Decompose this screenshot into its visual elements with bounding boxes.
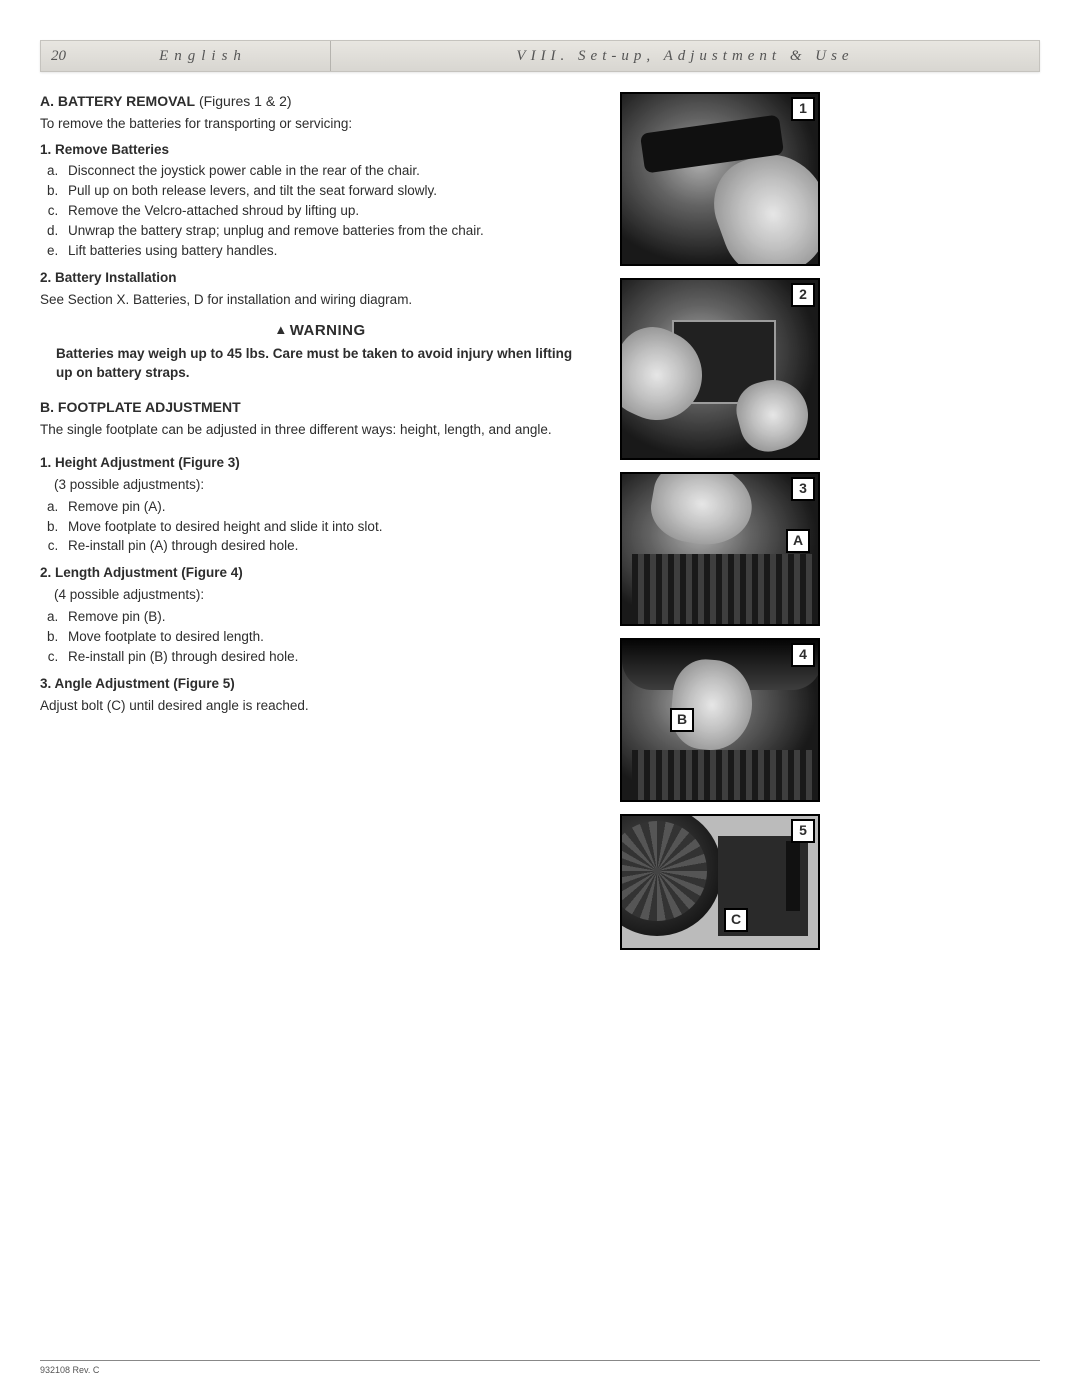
list-item: Remove pin (A). — [62, 498, 600, 517]
figure-1-image — [622, 94, 818, 264]
length-adj-list: Remove pin (B). Move footplate to desire… — [40, 608, 600, 667]
figure-column: 1 2 3 A — [620, 92, 820, 950]
angle-adj-heading: 3. Angle Adjustment (Figure 5) — [40, 675, 600, 694]
figure-number: 5 — [791, 819, 815, 843]
warning-text: Batteries may weigh up to 45 lbs. Care m… — [40, 345, 600, 383]
list-item: Unwrap the battery strap; unplug and rem… — [62, 222, 600, 241]
figure-number: 3 — [791, 477, 815, 501]
length-adj-intro: (4 possible adjustments): — [40, 586, 600, 605]
language-label: English — [106, 46, 330, 67]
chapter-title: VIII. Set-up, Adjustment & Use — [331, 46, 1039, 67]
figure-4-image — [622, 640, 818, 800]
angle-adj-text: Adjust bolt (C) until desired angle is r… — [40, 697, 600, 716]
list-item: Move footplate to desired height and sli… — [62, 518, 600, 537]
list-item: Re-install pin (A) through desired hole. — [62, 537, 600, 556]
list-item: Re-install pin (B) through desired hole. — [62, 648, 600, 667]
list-item: Disconnect the joystick power cable in t… — [62, 162, 600, 181]
battery-install-heading: 2. Battery Installation — [40, 269, 600, 288]
text-column: A. BATTERY REMOVAL (Figures 1 & 2) To re… — [40, 92, 600, 950]
figure-5-label-c: C — [724, 908, 748, 932]
section-b-intro: The single footplate can be adjusted in … — [40, 421, 600, 440]
remove-batteries-heading: 1. Remove Batteries — [40, 141, 600, 160]
figure-2-image — [622, 280, 818, 458]
figure-number: 4 — [791, 643, 815, 667]
remove-batteries-list: Disconnect the joystick power cable in t… — [40, 162, 600, 260]
figure-4: 4 B — [620, 638, 820, 802]
section-b-title: B. FOOTPLATE ADJUSTMENT — [40, 398, 600, 418]
header-left: 20 English — [41, 41, 331, 71]
height-adj-list: Remove pin (A). Move footplate to desire… — [40, 498, 600, 557]
list-item: Pull up on both release levers, and tilt… — [62, 182, 600, 201]
section-a-intro: To remove the batteries for transporting… — [40, 115, 600, 134]
figure-number: 1 — [791, 97, 815, 121]
section-a-title: A. BATTERY REMOVAL — [40, 93, 195, 109]
list-item: Remove the Velcro-attached shroud by lif… — [62, 202, 600, 221]
figure-1: 1 — [620, 92, 820, 266]
page-header: 20 English VIII. Set-up, Adjustment & Us… — [40, 40, 1040, 72]
page-footer: 932108 Rev. C — [40, 1360, 1040, 1377]
height-adj-heading: 1. Height Adjustment (Figure 3) — [40, 454, 600, 473]
list-item: Lift batteries using battery handles. — [62, 242, 600, 261]
figure-5: 5 C — [620, 814, 820, 950]
list-item: Move footplate to desired length. — [62, 628, 600, 647]
height-adj-intro: (3 possible adjustments): — [40, 476, 600, 495]
warning-block: WARNING Batteries may weigh up to 45 lbs… — [40, 320, 600, 383]
section-a: A. BATTERY REMOVAL (Figures 1 & 2) To re… — [40, 92, 600, 310]
figure-3-label-a: A — [786, 529, 810, 553]
figure-2: 2 — [620, 278, 820, 460]
section-b: B. FOOTPLATE ADJUSTMENT The single footp… — [40, 398, 600, 715]
figure-5-image — [622, 816, 818, 948]
battery-install-text: See Section X. Batteries, D for installa… — [40, 291, 600, 310]
figure-number: 2 — [791, 283, 815, 307]
page-number: 20 — [51, 46, 66, 67]
section-a-subtitle: (Figures 1 & 2) — [199, 93, 292, 109]
figure-4-label-b: B — [670, 708, 694, 732]
figure-3: 3 A — [620, 472, 820, 626]
list-item: Remove pin (B). — [62, 608, 600, 627]
warning-heading: WARNING — [40, 320, 600, 341]
length-adj-heading: 2. Length Adjustment (Figure 4) — [40, 564, 600, 583]
